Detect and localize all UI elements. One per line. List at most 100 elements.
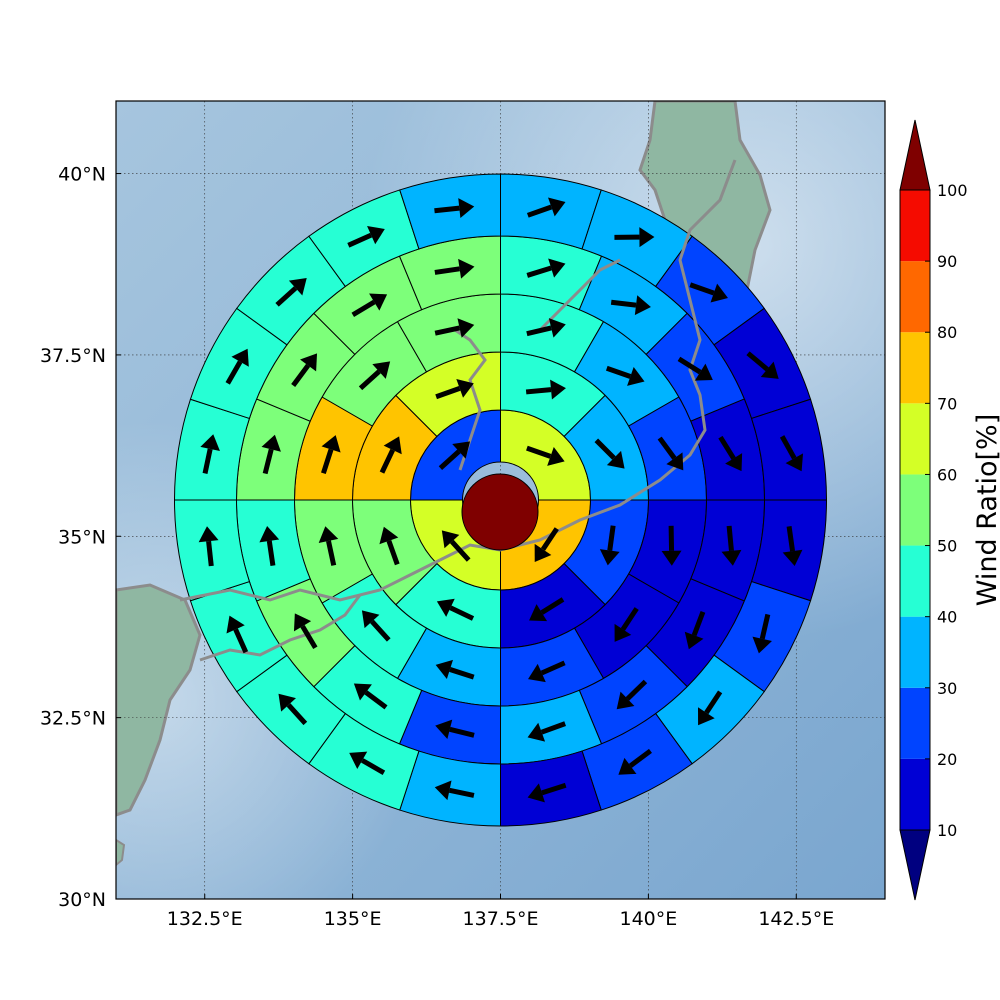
wind-arrow-ring0-0 bbox=[526, 445, 565, 466]
colorbar-segment-7 bbox=[900, 261, 930, 333]
colorbar-segment-1 bbox=[900, 687, 930, 759]
colorbar-segments bbox=[899, 119, 931, 901]
wind-arrow-ring0-1 bbox=[534, 527, 559, 562]
colorbar-frame bbox=[899, 189, 931, 831]
wind-arrow-ring3-15 bbox=[434, 258, 475, 279]
wind-arrow-ring3-13 bbox=[291, 353, 318, 387]
wind-arrow-ring2-10 bbox=[358, 361, 391, 391]
wind-arrow-ring1-3 bbox=[529, 597, 565, 622]
colorbar-under-triangle bbox=[899, 829, 931, 901]
colorbar-tick-label-9: 100 bbox=[937, 181, 968, 200]
land-kyushu bbox=[116, 583, 202, 817]
colorbar-tick-label-0: 10 bbox=[937, 821, 957, 840]
wind-arrow-ring3-14 bbox=[351, 293, 388, 318]
wind-arrow-ring3-9 bbox=[353, 683, 388, 710]
wind-arrow-ring4-3 bbox=[746, 351, 779, 379]
coastlines bbox=[179, 159, 737, 662]
colorbar-segment-3 bbox=[900, 545, 930, 617]
wind-arrow-ring1-0 bbox=[525, 379, 566, 400]
land-small-island bbox=[116, 838, 126, 867]
wind-arrow-ring4-10 bbox=[434, 780, 475, 801]
wind-arrow-ring2-9 bbox=[321, 435, 341, 474]
colorbar-over-triangle bbox=[899, 119, 931, 191]
colorbar-tick-label-8: 90 bbox=[937, 252, 957, 271]
wind-arrow-ring3-3 bbox=[718, 435, 743, 472]
lon-tick-label-3: 140°E bbox=[619, 908, 677, 930]
wind-arrow-ring4-16 bbox=[225, 348, 249, 385]
lat-tick-label-0: 30°N bbox=[58, 889, 106, 911]
wind-arrow-ring4-9 bbox=[527, 782, 567, 803]
wind-arrow-ring4-1 bbox=[614, 227, 655, 248]
colorbar-segment-4 bbox=[900, 474, 930, 546]
wind-arrow-ring4-18 bbox=[347, 225, 385, 248]
colorbar-segment-2 bbox=[900, 616, 930, 688]
colorbar-title: Wind Ratio[%] bbox=[972, 414, 1000, 606]
wind-arrow-ring4-7 bbox=[697, 690, 723, 726]
colorbar-tick-label-1: 20 bbox=[937, 750, 957, 769]
wind-arrow-ring4-2 bbox=[689, 282, 728, 303]
wind-arrow-ring4-11 bbox=[349, 751, 386, 775]
wind-arrow-ring1-4 bbox=[436, 598, 475, 621]
wind-arrow-ring2-7 bbox=[361, 610, 391, 642]
colorbar-tick-label-6: 70 bbox=[937, 394, 957, 413]
wind-arrow-ring4-12 bbox=[278, 693, 308, 726]
wind-arrow-ring4-8 bbox=[618, 748, 652, 775]
wind-arrow-ring2-4 bbox=[614, 607, 639, 642]
wind-arrow-ring2-8 bbox=[318, 526, 339, 566]
wind-arrow-ring2-5 bbox=[528, 660, 566, 683]
lat-tick-label-1: 32.5°N bbox=[40, 708, 106, 730]
wind-arrow-ring1-6 bbox=[379, 436, 402, 474]
wind-arrow-ring4-15 bbox=[200, 434, 220, 474]
wind-arrow-ring2-3 bbox=[661, 525, 682, 566]
lat-tick-label-2: 35°N bbox=[58, 526, 106, 548]
wind-arrow-ring4-14 bbox=[198, 526, 219, 567]
wind-arrow-ring2-11 bbox=[434, 318, 475, 338]
wind-arrow-ring4-4 bbox=[779, 435, 804, 472]
center-disk bbox=[461, 473, 539, 551]
wind-arrow-ring1-5 bbox=[379, 526, 400, 566]
colorbar-tick-label-7: 80 bbox=[937, 323, 957, 342]
colorbar-tick-label-4: 50 bbox=[937, 537, 957, 556]
wind-arrow-ring1-1 bbox=[594, 438, 625, 469]
wind-arrow-ring3-8 bbox=[435, 719, 475, 739]
wind-arrow-ring3-7 bbox=[527, 721, 566, 742]
wind-arrow-ring2-1 bbox=[605, 365, 645, 386]
lon-tick-label-2: 137.5°E bbox=[463, 908, 539, 930]
wind-arrow-ring3-4 bbox=[721, 525, 742, 566]
wind-arrow-ring4-0 bbox=[526, 197, 566, 218]
wind-arrow-ring3-2 bbox=[677, 356, 713, 381]
wind-arrow-ring1-2 bbox=[599, 525, 620, 566]
colorbar-segment-6 bbox=[900, 332, 930, 404]
lon-tick-label-1: 135°E bbox=[324, 908, 382, 930]
wind-arrow-ring2-6 bbox=[435, 659, 475, 680]
longitude-tick-labels: 132.5°E 135°E 137.5°E 140°E 142.5°E bbox=[167, 894, 834, 930]
colorbar-tick-label-5: 60 bbox=[937, 465, 957, 484]
wind-arrow-ring4-5 bbox=[782, 525, 803, 566]
wind-arrow-ring4-19 bbox=[434, 198, 475, 219]
wind-arrow-ring1-7 bbox=[435, 378, 474, 400]
colorbar-tick-label-3: 40 bbox=[937, 608, 957, 627]
lon-tick-label-0: 132.5°E bbox=[167, 908, 243, 930]
lon-tick-label-4: 142.5°E bbox=[758, 908, 834, 930]
wind-arrow-ring4-6 bbox=[752, 613, 772, 654]
wind-arrow-ring3-1 bbox=[610, 295, 651, 316]
wind-arrow-ring3-5 bbox=[684, 610, 706, 650]
lat-tick-label-3: 37.5°N bbox=[40, 345, 106, 367]
wind-arrow-ring0-2 bbox=[441, 530, 471, 562]
map-area: 132.5°E 135°E 137.5°E 140°E 142.5°E 30°N 32.5… bbox=[40, 100, 886, 930]
lat-tick-label-4: 40°N bbox=[58, 164, 106, 186]
wind-arrow-ring2-2 bbox=[657, 436, 684, 471]
wind-arrow-ring0-3 bbox=[438, 441, 471, 471]
wind-arrow-ring3-6 bbox=[616, 679, 648, 710]
latitude-tick-labels: 30°N 32.5°N 35°N 37.5°N 40°N bbox=[40, 164, 121, 911]
wind-arrow-ring3-10 bbox=[293, 613, 318, 650]
wind-arrow-ring3-0 bbox=[526, 258, 566, 278]
wind-direction-arrows bbox=[198, 197, 804, 803]
colorbar-segment-5 bbox=[900, 403, 930, 475]
wind-arrow-ring3-11 bbox=[259, 526, 280, 566]
colorbar-tick-label-2: 30 bbox=[937, 679, 957, 698]
colorbar-segment-0 bbox=[900, 758, 930, 830]
colorbar: 10 20 30 40 50 60 70 80 90 100 Wind Ratio[%] bbox=[899, 119, 1000, 901]
wind-arrow-ring4-13 bbox=[226, 615, 249, 654]
